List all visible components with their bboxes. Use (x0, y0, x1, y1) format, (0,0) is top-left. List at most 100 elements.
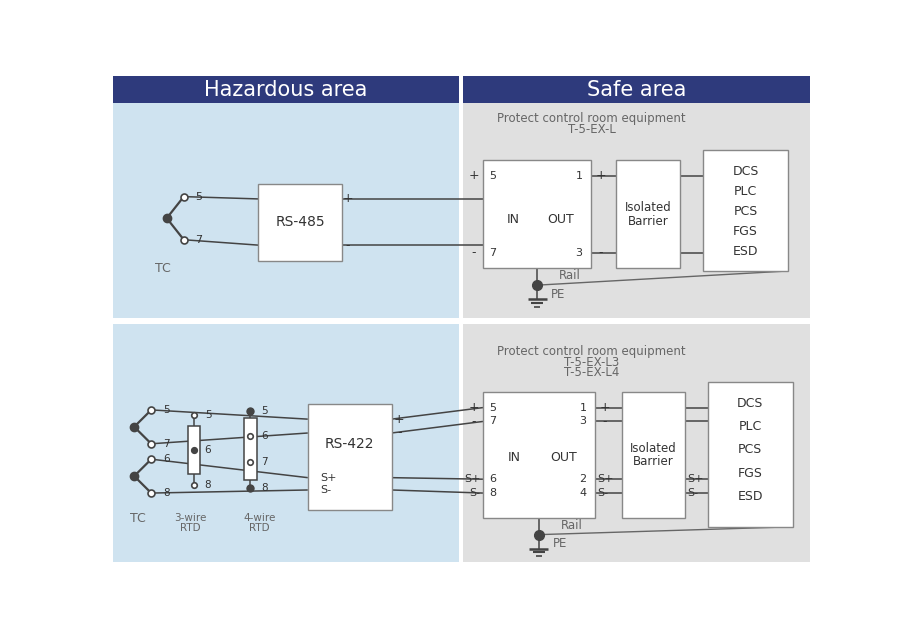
Text: Safe area: Safe area (587, 80, 686, 100)
Text: -: - (602, 415, 607, 428)
Text: 4: 4 (580, 488, 587, 498)
Text: -: - (397, 427, 401, 440)
Text: -: - (598, 246, 603, 259)
Text: Protect control room equipment: Protect control room equipment (497, 345, 686, 358)
Text: -: - (346, 239, 350, 252)
Text: S+: S+ (688, 475, 704, 484)
Text: 3: 3 (580, 416, 587, 427)
Text: DCS: DCS (737, 398, 763, 410)
Text: DCS: DCS (733, 165, 759, 178)
Text: S-: S- (320, 485, 331, 495)
Text: FGS: FGS (734, 225, 758, 238)
Text: 6: 6 (261, 432, 268, 441)
Bar (483, 160, 591, 268)
Text: 2: 2 (580, 475, 587, 484)
Text: PCS: PCS (738, 444, 762, 456)
Bar (616, 160, 680, 268)
Text: +: + (394, 413, 405, 426)
Bar (459, 324, 463, 562)
Text: 6: 6 (490, 475, 497, 484)
Text: Rail: Rail (561, 519, 582, 532)
Bar (112, 103, 459, 318)
Text: S+: S+ (320, 473, 337, 483)
Bar (459, 103, 463, 318)
Text: -: - (472, 246, 476, 259)
Text: RTD: RTD (249, 522, 270, 533)
Text: Barrier: Barrier (627, 215, 669, 228)
Text: 5: 5 (490, 171, 497, 181)
Text: +: + (468, 169, 479, 182)
Text: 7: 7 (163, 439, 169, 449)
Text: 5: 5 (490, 403, 497, 413)
Text: +: + (596, 169, 606, 182)
Text: OUT: OUT (551, 451, 577, 464)
Text: +: + (468, 401, 479, 414)
Text: Rail: Rail (559, 269, 580, 283)
Text: Barrier: Barrier (633, 456, 674, 468)
Text: 5: 5 (204, 410, 212, 420)
Text: Protect control room equipment: Protect control room equipment (497, 112, 686, 126)
Bar (258, 184, 342, 261)
Text: S-: S- (598, 488, 608, 498)
Text: 6: 6 (204, 445, 212, 455)
Text: TC: TC (130, 512, 146, 525)
Text: IN: IN (507, 213, 520, 226)
Text: S-: S- (470, 488, 481, 498)
Text: 6: 6 (163, 454, 169, 464)
Text: Isolated: Isolated (625, 201, 671, 214)
Text: Hazardous area: Hazardous area (203, 80, 367, 100)
Bar (707, 382, 793, 527)
Text: 7: 7 (261, 457, 268, 467)
Text: T-5-EX-L3: T-5-EX-L3 (563, 356, 619, 369)
Text: RTD: RTD (180, 522, 201, 533)
Bar (112, 76, 459, 103)
Bar (463, 76, 810, 103)
Bar (112, 324, 459, 562)
Text: TC: TC (155, 262, 171, 274)
Text: PLC: PLC (739, 420, 762, 433)
Text: 5: 5 (261, 406, 268, 416)
Text: 7: 7 (490, 248, 497, 258)
Bar (459, 76, 463, 103)
Text: PCS: PCS (734, 204, 758, 218)
Text: Isolated: Isolated (630, 442, 677, 454)
Text: S+: S+ (464, 475, 481, 484)
Text: 3: 3 (576, 248, 582, 258)
Text: PE: PE (551, 288, 565, 301)
Bar (463, 103, 810, 318)
Text: IN: IN (508, 451, 521, 464)
Text: T-5-EX-L4: T-5-EX-L4 (563, 367, 619, 379)
Text: PE: PE (553, 538, 567, 550)
Text: 4-wire: 4-wire (244, 514, 276, 524)
Text: RS-485: RS-485 (275, 215, 325, 229)
Text: 1: 1 (580, 403, 587, 413)
Bar (622, 392, 685, 517)
Text: 3-wire: 3-wire (174, 514, 206, 524)
Text: ESD: ESD (733, 245, 759, 258)
Text: -: - (472, 415, 476, 428)
Text: ESD: ESD (738, 490, 763, 503)
Text: +: + (599, 401, 610, 414)
Text: 7: 7 (195, 235, 203, 245)
Text: 8: 8 (490, 488, 497, 498)
Text: RS-422: RS-422 (325, 437, 374, 451)
Bar (244, 418, 256, 480)
Bar (112, 318, 810, 324)
Text: PLC: PLC (734, 185, 757, 198)
Text: 8: 8 (261, 483, 268, 493)
Text: S-: S- (688, 488, 698, 498)
Text: 7: 7 (490, 416, 497, 427)
Text: T-5-EX-L: T-5-EX-L (568, 123, 616, 136)
Bar (463, 324, 810, 562)
Text: 5: 5 (195, 192, 203, 202)
Text: OUT: OUT (548, 213, 574, 226)
Bar (188, 426, 200, 474)
Text: 8: 8 (204, 480, 212, 490)
Bar (703, 150, 788, 271)
Bar (308, 404, 392, 510)
Text: +: + (343, 192, 354, 206)
Text: S+: S+ (598, 475, 614, 484)
Text: 1: 1 (576, 171, 582, 181)
Text: FGS: FGS (738, 466, 763, 480)
Bar (483, 392, 595, 517)
